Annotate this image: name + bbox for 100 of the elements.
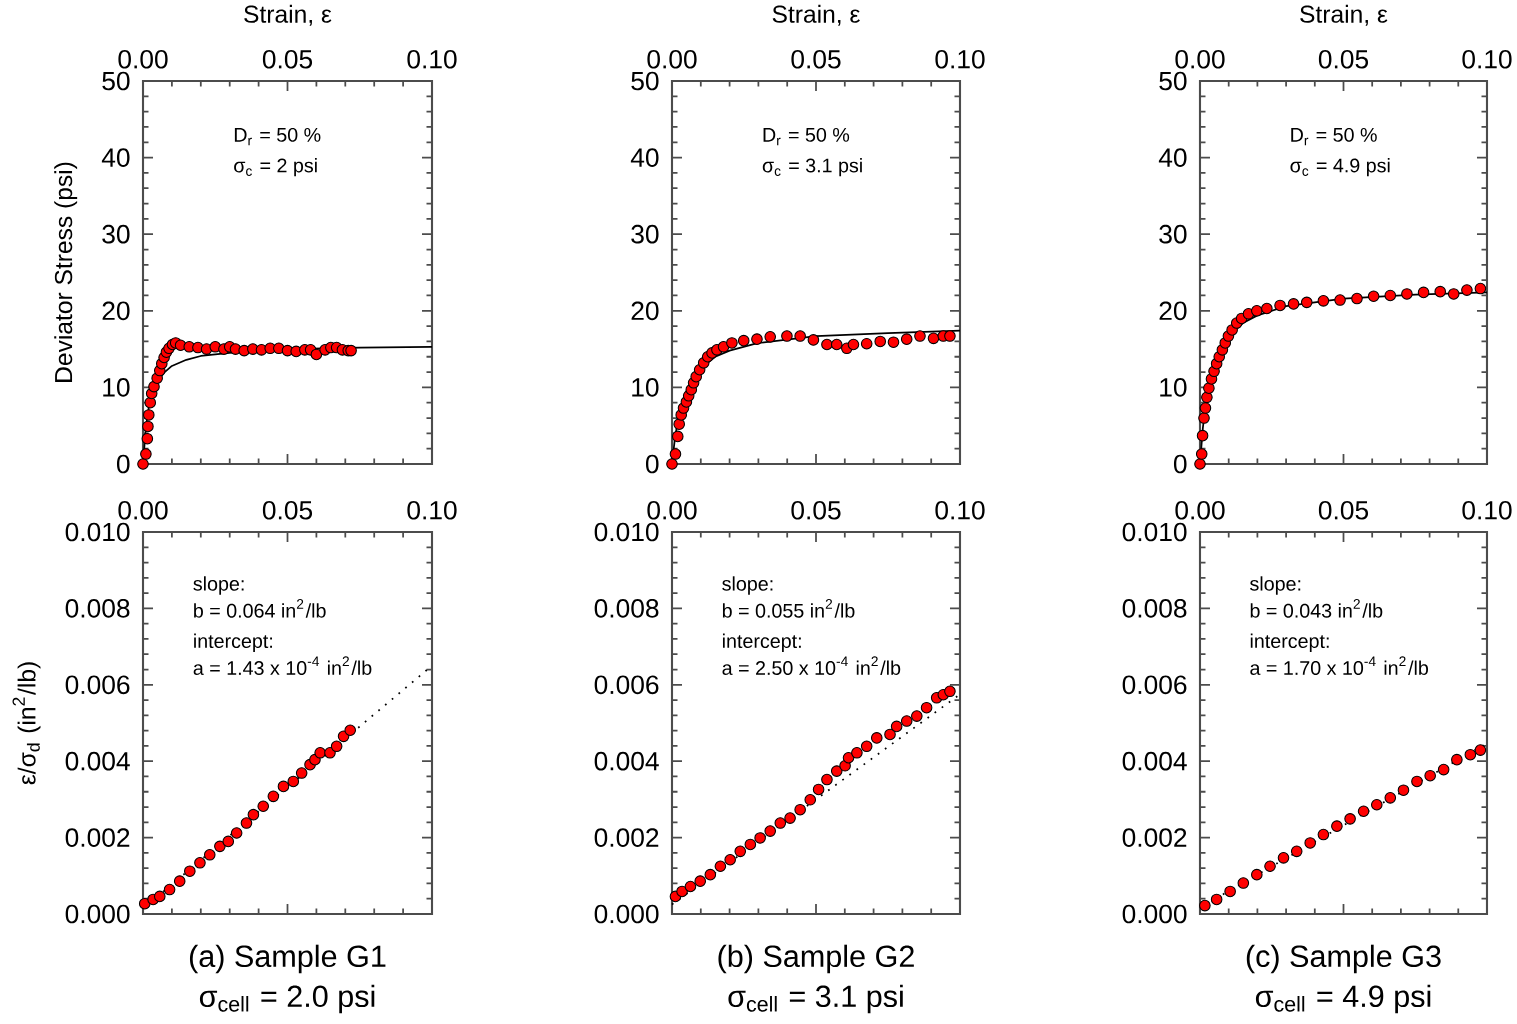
y-tick-label: 0.008	[594, 599, 659, 618]
point	[1224, 885, 1236, 898]
annotation: intercept:	[1250, 633, 1329, 652]
y-tick-label: 0.000	[1122, 904, 1187, 924]
point	[842, 751, 855, 764]
point	[726, 337, 738, 349]
y-tick-label: 0.010	[1122, 522, 1187, 542]
y-tick-label: 50	[102, 71, 130, 91]
point	[1300, 296, 1313, 309]
point	[751, 333, 763, 345]
point	[1424, 769, 1436, 782]
y-tick-label: 10	[103, 378, 130, 397]
y-tick-label: 10	[1160, 378, 1187, 397]
x-tick-label: 0.05	[262, 49, 313, 69]
text: (c) Sample G3	[1246, 944, 1441, 974]
point	[704, 868, 717, 881]
x-tick-label: 0.00	[647, 49, 697, 69]
y-tick-label: 0.000	[594, 904, 659, 924]
annotation: D$_{r}$ = 50 %	[1291, 127, 1377, 146]
point	[1367, 290, 1380, 303]
point	[1344, 813, 1356, 825]
y-tick-label: 0.010	[594, 522, 659, 542]
text: σ$_{cell}$ = 4.9 psi	[1255, 984, 1431, 1014]
point	[781, 330, 793, 342]
y-tick-label: 10	[632, 378, 659, 397]
point	[927, 332, 940, 345]
y-tick-label: 0	[116, 454, 130, 474]
point	[1274, 299, 1286, 312]
annotation: σ$_{c}$ = 3.1 psi	[762, 157, 862, 177]
point	[694, 875, 707, 887]
point	[784, 812, 796, 824]
point	[666, 458, 678, 470]
y-tick-label: 0	[1173, 454, 1187, 474]
y-tick-label: 0.006	[65, 675, 130, 695]
point	[1447, 288, 1460, 300]
point	[163, 883, 176, 896]
annotation: a = 2.50 x 10$^{-4}$ in$^{2}$/lb	[722, 656, 901, 675]
point	[1370, 798, 1383, 811]
point	[295, 767, 308, 779]
y-tick-label: 30	[1159, 224, 1187, 244]
point	[1357, 805, 1370, 818]
point	[1201, 391, 1213, 404]
y-tick-label: 30	[102, 224, 130, 244]
x-tick-label: 0.10	[1462, 49, 1512, 69]
point	[1198, 412, 1210, 424]
x-tick-label: 0.05	[791, 49, 841, 69]
point	[860, 740, 873, 753]
point	[821, 773, 833, 786]
annotation: intercept:	[722, 633, 801, 652]
y-tick-label: 40	[101, 148, 130, 167]
point	[673, 418, 685, 430]
y-tick-label: 0.004	[594, 751, 659, 771]
point	[1474, 282, 1487, 295]
point	[144, 396, 157, 409]
point	[804, 793, 817, 806]
point	[1317, 828, 1330, 841]
point	[754, 832, 766, 844]
point	[860, 337, 873, 350]
point	[344, 724, 357, 737]
point	[812, 783, 825, 796]
point	[714, 860, 727, 873]
y-tick-label: 0.002	[1122, 828, 1187, 847]
x-axis-title: Strain, ε	[244, 4, 332, 26]
point	[287, 775, 300, 788]
point	[1237, 877, 1250, 889]
x-tick-label: 0.00	[118, 49, 168, 69]
point	[1331, 820, 1343, 832]
point	[1199, 402, 1212, 414]
y-tick-label: 20	[102, 301, 130, 321]
y-tick-label: 0	[645, 454, 659, 474]
x-tick-label: 0.00	[647, 500, 697, 520]
point	[194, 857, 206, 869]
point	[944, 685, 956, 698]
point	[247, 808, 260, 821]
point	[1261, 302, 1273, 315]
y-tick-label: 0.004	[1122, 751, 1187, 771]
point	[324, 746, 336, 759]
point	[744, 838, 757, 851]
text: σ$_{cell}$ = 3.1 psi	[728, 984, 903, 1014]
point	[1251, 868, 1263, 881]
x-tick-label: 0.05	[1318, 500, 1369, 520]
x-tick-label: 0.10	[935, 500, 985, 520]
annotation: b = 0.055 in$^{2}$/lb	[722, 599, 855, 618]
point	[1334, 294, 1346, 306]
x-tick-label: 0.00	[1175, 49, 1225, 69]
y-tick-label: 0.006	[594, 675, 659, 695]
point	[1474, 744, 1487, 756]
point	[794, 330, 806, 342]
point	[141, 432, 154, 445]
point	[737, 334, 750, 347]
point	[724, 853, 736, 866]
annotation: σ$_{c}$ = 4.9 psi	[1290, 157, 1390, 177]
point	[874, 335, 887, 348]
point	[851, 746, 863, 759]
point	[1411, 775, 1423, 788]
point	[138, 897, 151, 910]
y-tick-label: 0.008	[1122, 599, 1187, 618]
y-tick-label: 40	[630, 148, 659, 167]
point	[684, 880, 697, 893]
annotation: b = 0.064 in$^{2}$/lb	[194, 599, 326, 618]
